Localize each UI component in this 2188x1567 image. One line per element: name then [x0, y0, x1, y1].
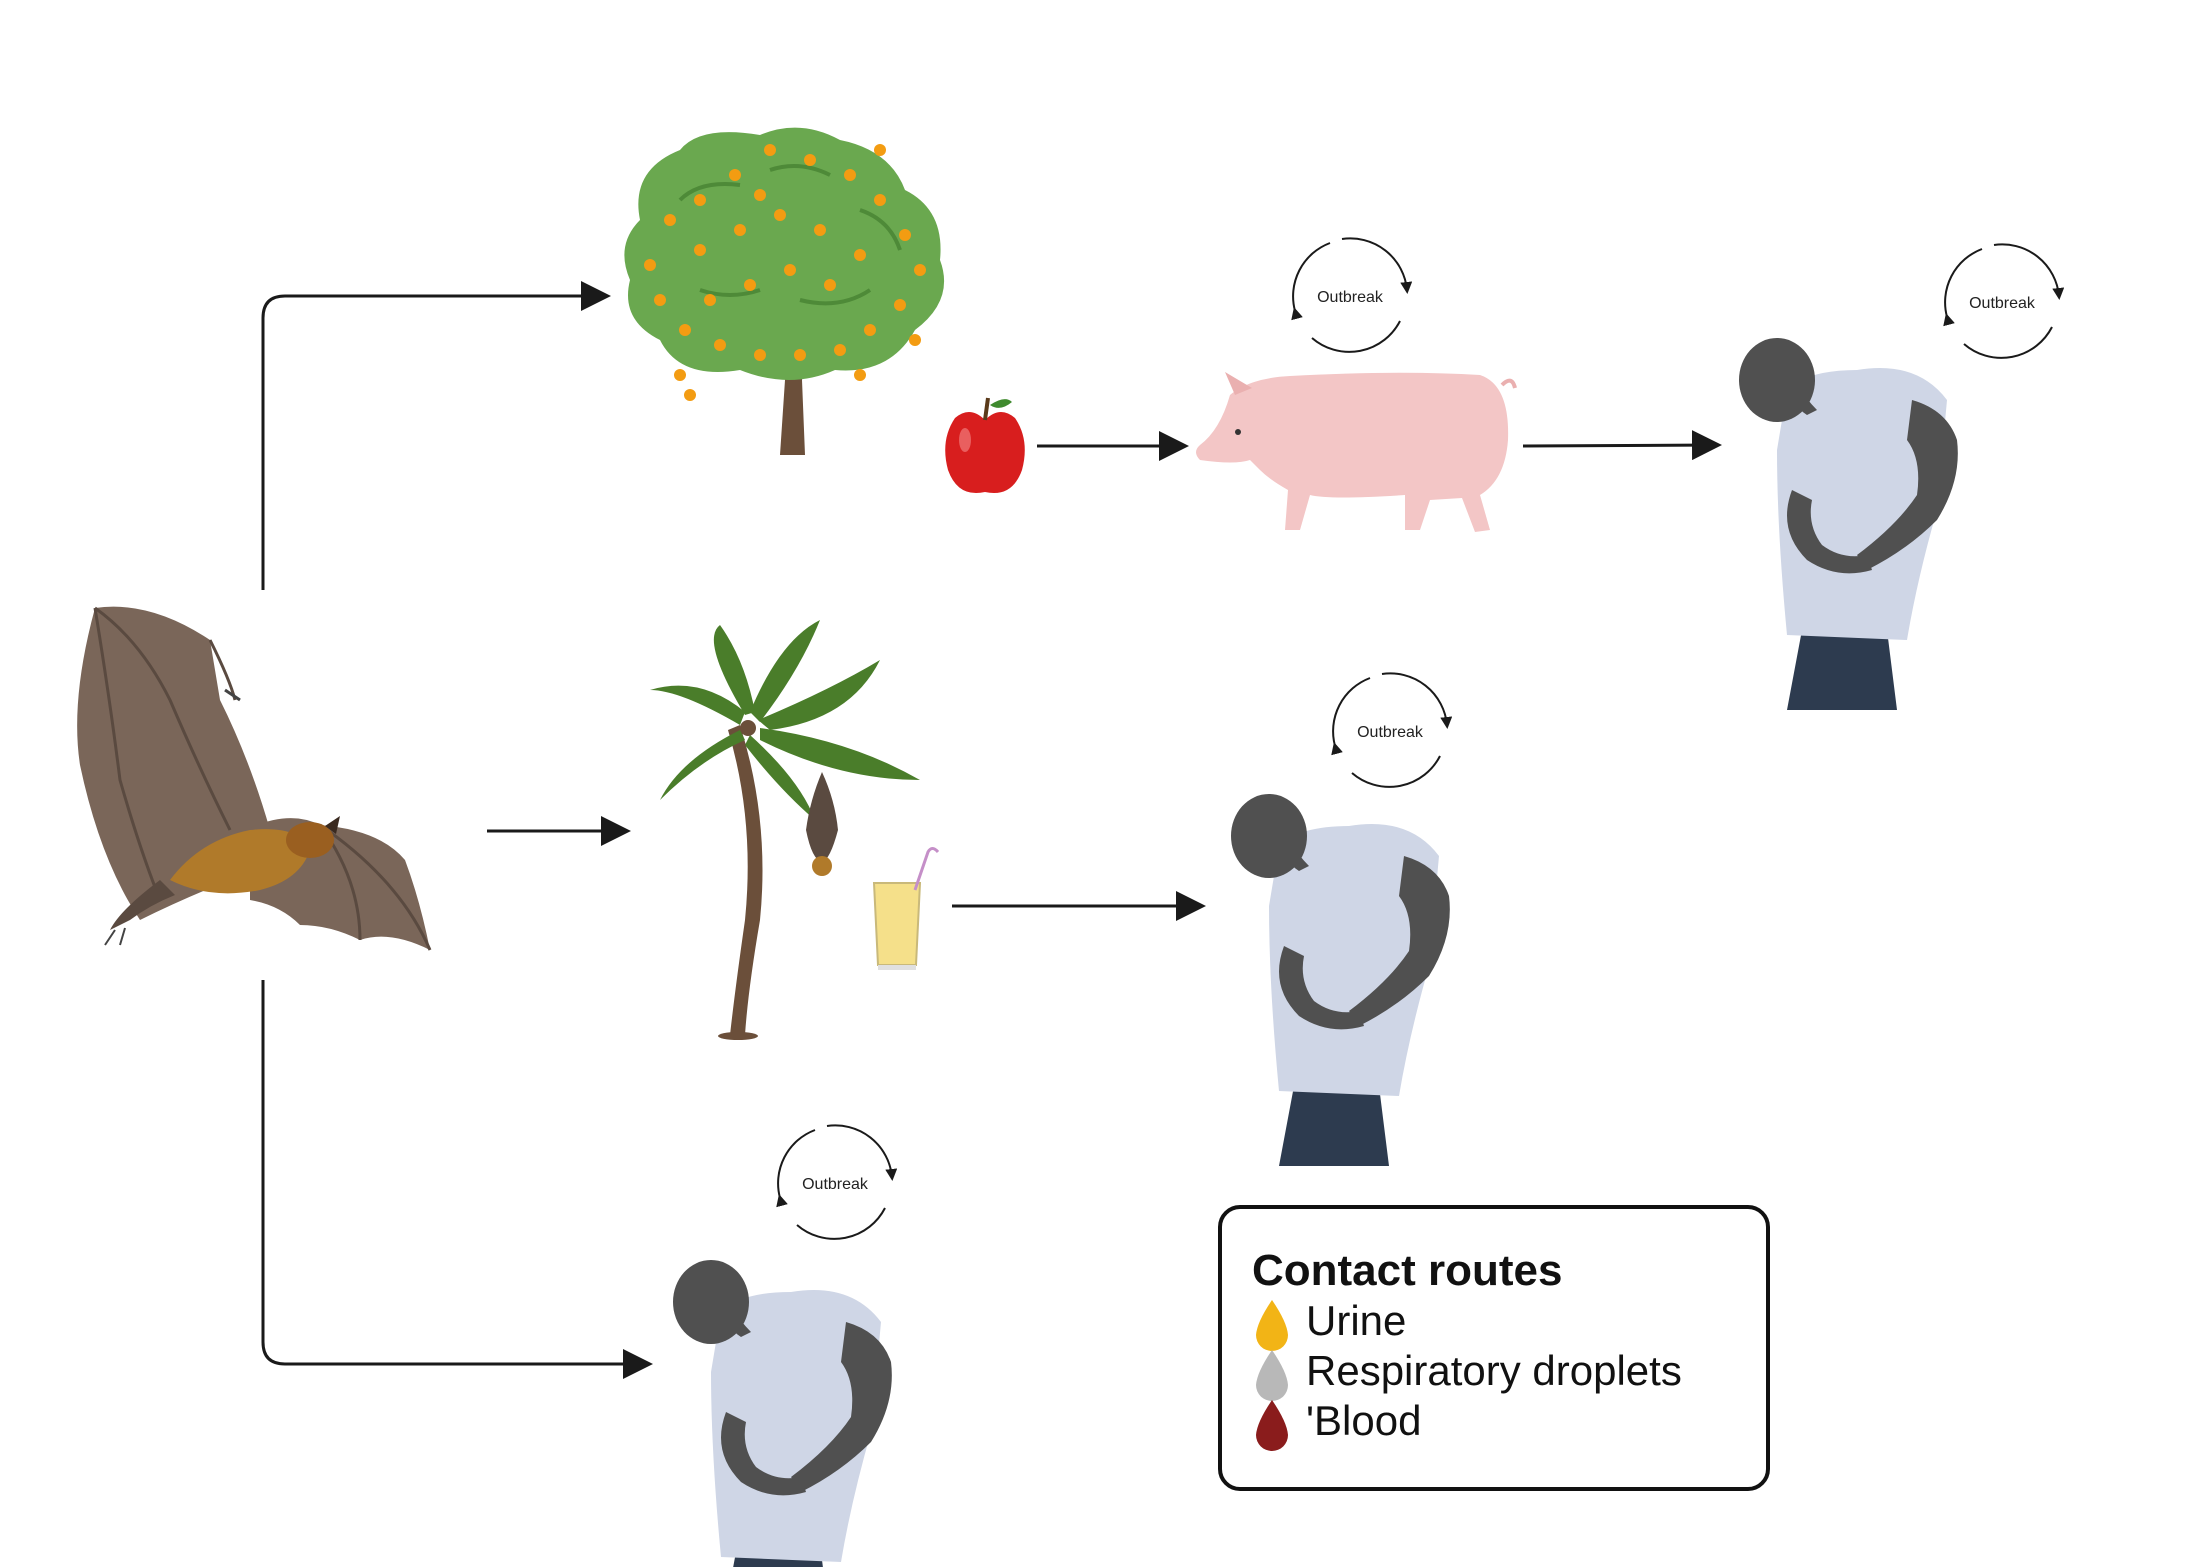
outbreak-label: Outbreak: [1317, 289, 1384, 306]
sick-person-icon: [673, 1260, 892, 1567]
legend-label: 'Blood: [1306, 1397, 1421, 1444]
fruit-tree-icon: [624, 127, 945, 455]
outbreak-label: Outbreak: [1969, 295, 2036, 312]
route-arrow-pig-to-person: [1522, 430, 1722, 461]
fruit-bat-icon: [77, 606, 432, 951]
legend-label: Respiratory droplets: [1306, 1347, 1682, 1394]
legend-label: Urine: [1306, 1297, 1406, 1344]
sick-person-icon: [1231, 794, 1450, 1166]
route-arrow-to-fruit-tree: [261, 281, 611, 590]
outbreak-cycle-person-top: Outbreak: [1945, 244, 2059, 358]
legend-item-respiratory-droplets: Respiratory droplets: [1256, 1347, 1682, 1401]
outbreak-cycle-pig: Outbreak: [1293, 238, 1407, 352]
hanging-bat-icon: [806, 772, 838, 876]
contact-routes-legend: Contact routes Urine Respiratory droplet…: [1218, 1205, 1770, 1491]
droplet-icon: [1256, 1300, 1288, 1351]
droplet-icon: [1256, 1400, 1288, 1451]
pig-icon: [1196, 372, 1517, 532]
outbreak-label: Outbreak: [802, 1176, 869, 1193]
sick-person-icon: [1739, 338, 1958, 710]
outbreak-cycle-person-bottom: Outbreak: [778, 1125, 892, 1239]
palm-tree-icon: [650, 620, 920, 1040]
juice-glass-icon: [872, 847, 940, 970]
apple-icon: [945, 397, 1025, 494]
orange-fruits: [644, 144, 926, 401]
legend-item-blood: 'Blood: [1256, 1397, 1421, 1451]
outbreak-label: Outbreak: [1357, 724, 1424, 741]
route-arrow-to-person-direct: [261, 980, 653, 1379]
connector-lines: [261, 281, 1722, 1379]
droplet-icon: [1256, 1350, 1288, 1401]
legend-title: Contact routes: [1252, 1246, 1562, 1295]
outbreak-cycle-person-middle: Outbreak: [1333, 673, 1447, 787]
legend-item-urine: Urine: [1256, 1297, 1406, 1351]
